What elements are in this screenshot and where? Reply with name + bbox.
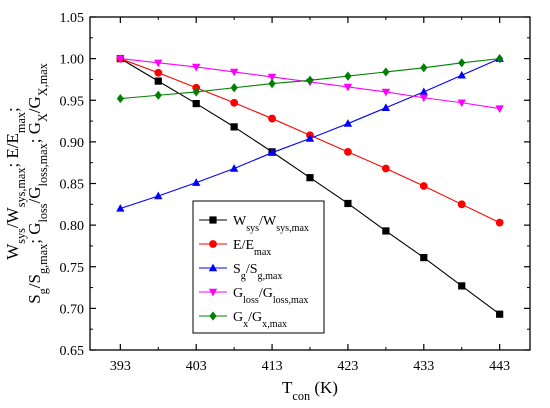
data-point-e [154,68,163,77]
data-point-gx [458,58,466,68]
data-point-e [495,218,504,227]
data-point-gx [268,79,276,89]
data-point-wsys [154,77,162,85]
data-point-wsys [496,310,504,318]
legend-label-gx: Gx/Gx,max [233,310,287,330]
data-point-gloss [381,88,391,97]
y-tick-label: 0.75 [60,261,85,276]
data-point-sg [343,119,353,127]
data-point-wsys [230,123,238,131]
data-point-e [230,98,239,107]
data-point-e [457,200,466,209]
data-point-wsys [420,253,428,262]
data-point-wsys [458,282,466,290]
data-point-sg [419,87,428,96]
y-tick-label: 1.00 [60,53,85,68]
y-tick-label: 0.90 [60,136,85,151]
plot-area [116,54,504,318]
y-axis-title-line2: Sg/Sg,max; Gloss/Gloss,max; GX/GX,max [25,63,50,304]
data-point-gloss [267,73,277,82]
legend-marker-gloss [208,288,218,297]
y-tick-label: 0.65 [60,344,85,359]
data-point-gloss [457,99,466,108]
data-point-sg [229,164,239,172]
y-tick-label: 0.95 [60,94,85,109]
legend-marker-sg [208,263,218,272]
y-tick-label: 0.85 [60,178,85,193]
data-point-sg [457,70,466,79]
data-point-sg [267,148,277,156]
legend-marker-gx [209,311,217,321]
data-point-e [381,164,390,173]
data-point-sg [305,134,315,142]
data-point-gx [230,83,238,93]
data-point-wsys [192,99,200,108]
data-point-gx [382,67,390,77]
data-point-gloss [495,105,504,113]
axis-labels: 393 403 413 423 433 443 0.65 0.70 0.75 0.80 0.85 0.… [3,11,510,403]
data-point-gx [306,75,314,85]
y-tick-label: 0.70 [60,302,85,317]
legend-label-sg: Sg/Sg,max [233,262,282,282]
x-axis-title: Tcon (K) [282,378,338,403]
data-point-gloss [192,63,201,72]
data-point-gloss [154,59,163,68]
data-point-e [344,147,352,156]
legend-label-e: E/Emax [233,238,271,258]
data-point-gx [154,90,162,100]
data-point-sg [154,191,163,200]
data-point-sg [116,204,125,212]
data-point-gloss [229,68,239,77]
data-point-wsys [306,174,314,182]
data-point-wsys [344,199,352,208]
y-tick-label: 1.05 [60,11,85,26]
data-point-sg [192,178,201,186]
x-tick-label: 403 [186,359,207,374]
data-point-gx [344,71,352,81]
data-point-e [268,114,276,123]
x-tick-label: 433 [413,359,434,374]
data-point-gx [496,54,504,64]
data-point-sg [381,103,391,111]
legend: Wsys/Wsys,max E/Emax Sg/Sg,max Gloss/Gloss,… [192,200,325,334]
x-tick-label: 413 [262,359,283,374]
legend-label-wsys: Wsys/Wsys,max [233,214,309,234]
legend-label-gloss: Gloss/Gloss,max [233,286,308,306]
data-point-gloss [116,55,125,64]
axes [89,16,531,351]
y-tick-label: 0.80 [60,219,85,234]
y-axis-title-line1: Wsys/Wsys,max; E/Emax; [3,107,28,260]
data-point-e [419,182,428,190]
data-point-gloss [343,83,353,92]
legend-marker-e [209,240,217,248]
x-tick-label: 443 [489,359,510,374]
data-point-gx [420,63,428,73]
x-tick-label: 423 [337,359,358,374]
data-point-gx [116,93,124,104]
legend-marker-wsys [209,216,217,224]
data-point-gloss [419,94,428,103]
x-tick-label: 393 [110,359,131,374]
data-point-gx [192,87,200,97]
data-point-wsys [382,227,390,235]
